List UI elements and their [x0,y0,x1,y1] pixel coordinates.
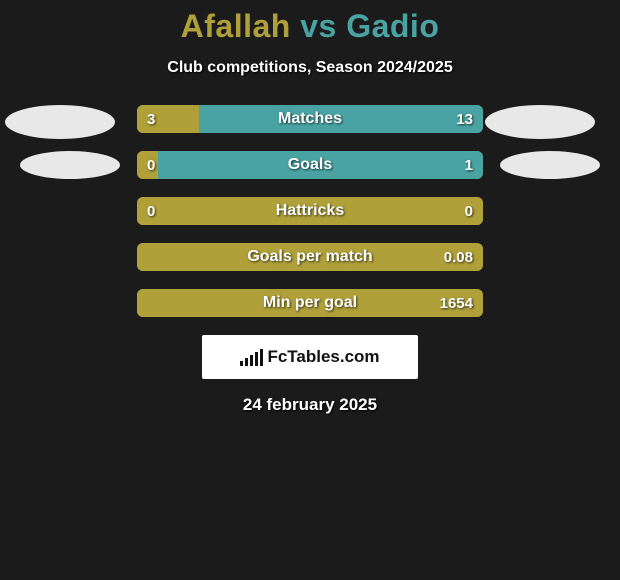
title-right-name: Gadio [346,8,439,44]
player-photo-right-1 [485,105,595,139]
stat-bars: 313Matches 01Goals 00Hattricks 0.08Goals pe… [137,105,483,317]
player-photo-left-1 [5,105,115,139]
stat-label: Hattricks [137,197,483,225]
title-left-name: Afallah [181,8,291,44]
stat-row: 313Matches [137,105,483,133]
logo-text: FcTables.com [267,347,379,367]
player-photo-left-2 [20,151,120,179]
subtitle: Club competitions, Season 2024/2025 [0,59,620,77]
stat-label: Min per goal [137,289,483,317]
date-label: 24 february 2025 [0,395,620,415]
player-photo-right-2 [500,151,600,179]
stat-row: 01Goals [137,151,483,179]
stat-row: 0.08Goals per match [137,243,483,271]
stat-row: 00Hattricks [137,197,483,225]
title-vs: vs [300,8,337,44]
comparison-area: 313Matches 01Goals 00Hattricks 0.08Goals pe… [0,105,620,317]
stat-label: Goals per match [137,243,483,271]
stat-label: Matches [137,105,483,133]
page-title: Afallah vs Gadio [0,8,620,45]
logo-chart-icon [240,348,263,366]
fctables-logo: FcTables.com [202,335,418,379]
stat-label: Goals [137,151,483,179]
stat-row: 1654Min per goal [137,289,483,317]
